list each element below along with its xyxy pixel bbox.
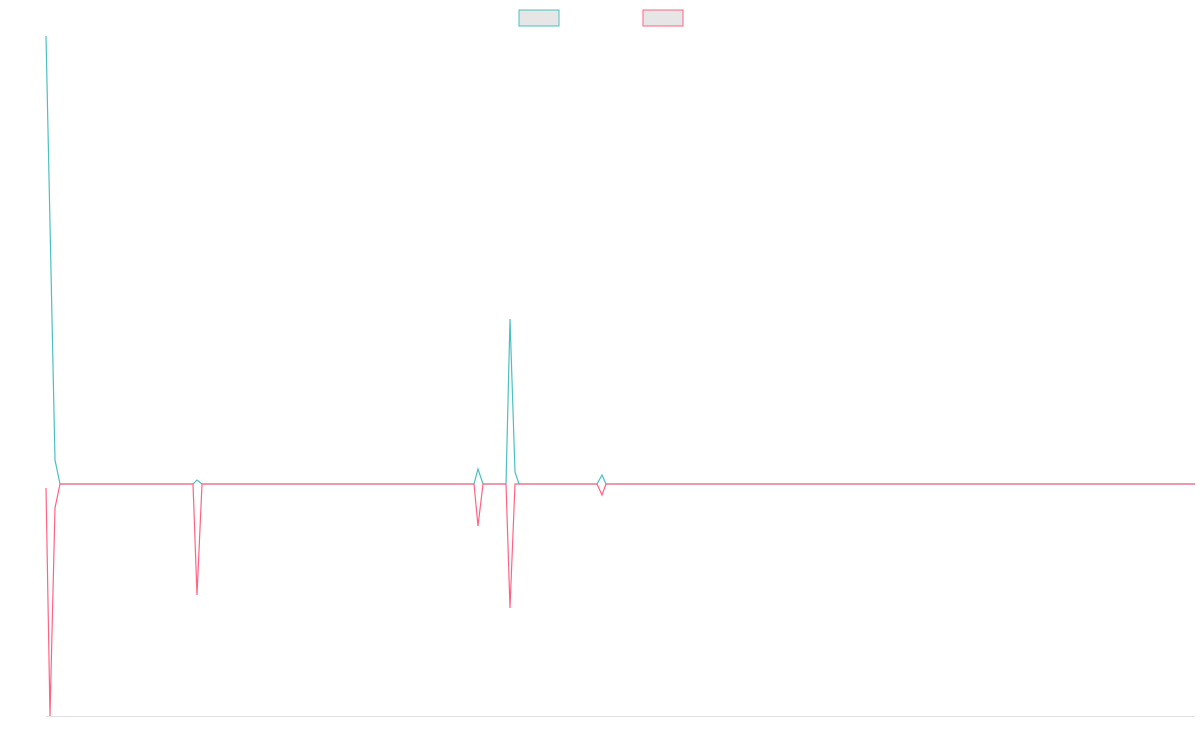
legend-swatch[interactable] (642, 9, 684, 27)
series-line (45, 483, 1195, 717)
legend-swatch[interactable] (518, 9, 560, 27)
series-line (45, 35, 1195, 485)
